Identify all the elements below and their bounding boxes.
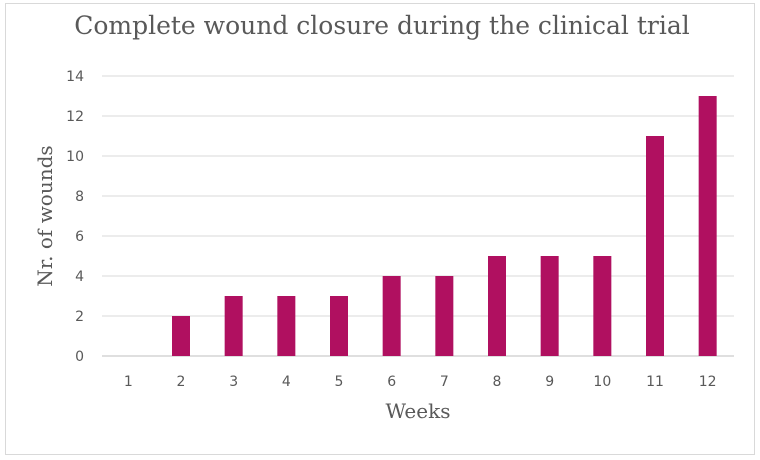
bar-week-12	[698, 96, 717, 356]
x-tick-label: 12	[699, 374, 717, 390]
y-axis-label: Nr. of wounds	[33, 145, 57, 286]
bars	[172, 96, 717, 356]
y-tick-label: 10	[66, 149, 84, 165]
bar-week-9	[540, 256, 559, 356]
y-tick-label: 12	[66, 109, 84, 125]
y-tick-label: 4	[75, 269, 84, 285]
y-tick-label: 2	[75, 309, 84, 325]
x-tick-label: 8	[493, 374, 502, 390]
x-axis-ticks: 1 2 3 4 5 6 7 8 9 10 11 12	[124, 374, 717, 390]
x-axis-label: Weeks	[386, 399, 451, 423]
x-tick-label: 6	[387, 374, 396, 390]
bar-week-4	[277, 296, 296, 356]
x-tick-label: 1	[124, 374, 133, 390]
y-tick-label: 0	[75, 349, 84, 365]
chart-title: Complete wound closure during the clinic…	[74, 11, 690, 40]
x-tick-label: 11	[646, 374, 664, 390]
y-tick-label: 14	[66, 69, 84, 85]
bar-week-5	[330, 296, 348, 356]
bar-week-7	[435, 276, 454, 356]
bar-week-11	[646, 136, 664, 356]
bar-week-6	[382, 276, 401, 356]
x-tick-label: 10	[593, 374, 611, 390]
x-tick-label: 2	[177, 374, 186, 390]
x-tick-label: 7	[440, 374, 449, 390]
x-tick-label: 9	[545, 374, 554, 390]
bar-week-2	[172, 316, 190, 356]
chart-frame	[5, 3, 755, 455]
y-tick-label: 6	[75, 229, 84, 245]
y-axis-ticks: 0 2 4 6 8 10 12 14	[66, 69, 84, 365]
bar-week-3	[224, 296, 243, 356]
x-tick-label: 4	[282, 374, 291, 390]
bar-week-8	[488, 256, 506, 356]
bar-week-10	[593, 256, 612, 356]
gridlines	[102, 75, 734, 357]
y-tick-label: 8	[75, 189, 84, 205]
x-tick-label: 3	[229, 374, 238, 390]
x-tick-label: 5	[335, 374, 344, 390]
